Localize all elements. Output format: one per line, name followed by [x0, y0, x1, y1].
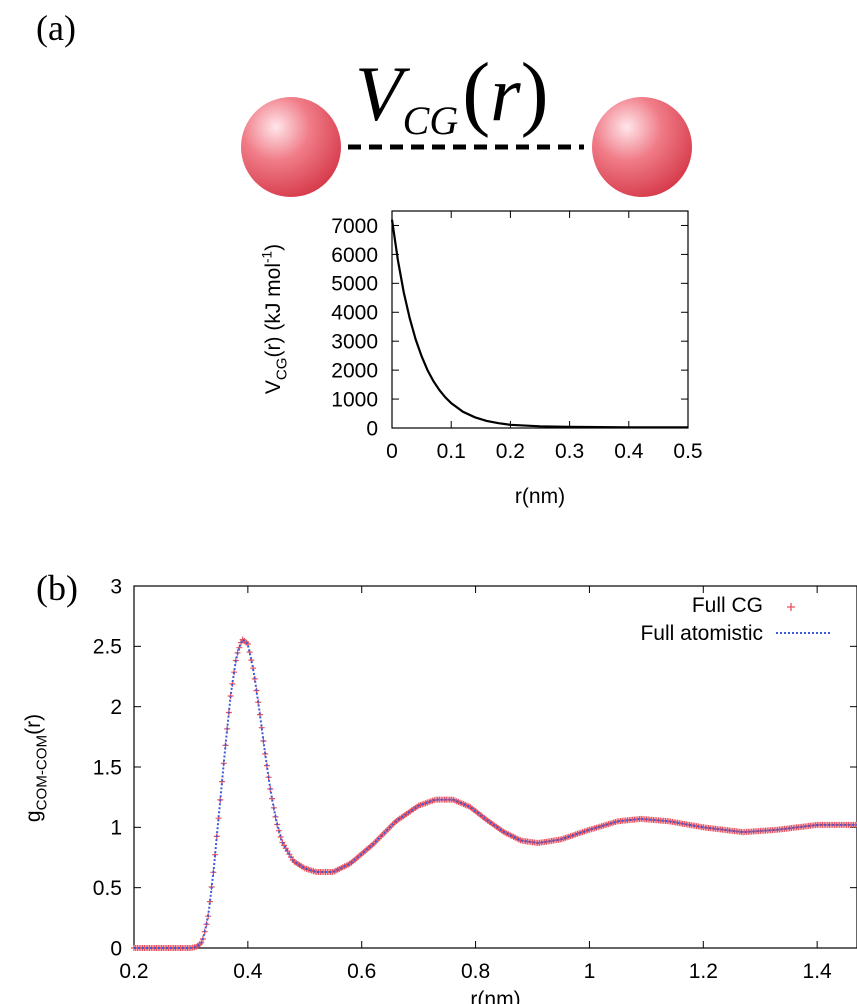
x-tick-label: 1.2 [689, 960, 718, 983]
y-tick-label: 0.5 [93, 877, 122, 900]
x-axis-label: r(nm) [470, 988, 520, 1004]
x-tick-label: 0.4 [614, 440, 644, 463]
x-tick-label: 1 [584, 960, 596, 983]
y-label-subscript: CG [273, 357, 290, 380]
y-tick-label: 2.5 [93, 636, 122, 659]
x-tick-label: 0.2 [119, 960, 148, 983]
rdf-plot: 0.2 0.4 0.6 0.8 1 1.2 1.4 0 0.5 1 1.5 2 2.5 3 r(nm) gCO… [22, 575, 857, 1004]
left-bead [241, 97, 341, 197]
y-tick-label: 3 [110, 575, 122, 598]
x-tick-label: 0.5 [673, 440, 702, 463]
x-tick-label: 0.3 [555, 440, 584, 463]
formula-main: V [355, 50, 411, 137]
x-tick-label: 0 [386, 440, 398, 463]
y-tick-label: 3000 [331, 331, 378, 354]
legend-marker-full-cg [787, 603, 795, 611]
y-tick-label: 1 [110, 817, 122, 840]
y-tick-label: 2000 [331, 359, 378, 382]
y-tick-label: 4000 [331, 302, 378, 325]
panel-b-label: (b) [36, 568, 78, 608]
y-tick-label: 5000 [331, 273, 378, 296]
x-tick-label: 1.4 [803, 960, 833, 983]
formula-close-paren: ) [521, 46, 549, 139]
full-atomistic-line [134, 638, 857, 949]
y-label-main: V [262, 380, 285, 394]
panel-a-label: (a) [36, 8, 76, 48]
y-label-rest: (r) (kJ mol [262, 263, 285, 357]
y-tick-label: 1000 [331, 388, 378, 411]
right-bead [592, 97, 692, 197]
potential-plot: 0 0.1 0.2 0.3 0.4 0.5 0 1000 2000 3000 4000 5000 600… [260, 210, 703, 508]
y-tick-label: 2 [110, 696, 122, 719]
legend-label-full-cg: Full CG [692, 594, 763, 617]
x-axis-label: r(nm) [515, 485, 565, 508]
x-tick-label: 0.6 [347, 960, 376, 983]
y-axis-label: VCG(r) (kJ mol-1) [260, 244, 291, 394]
cg-schematic: VCG(r) [241, 46, 692, 197]
full-cg-point [854, 821, 857, 828]
y-tick-label: 7000 [331, 215, 378, 238]
y-axis-label: gCOM-COM(r) [22, 714, 50, 822]
y-label-subscript: COM-COM [33, 735, 50, 811]
formula-arg: r [490, 50, 521, 137]
y-label-main: g [22, 810, 45, 822]
plot-frame [391, 210, 689, 429]
y-tick-label: 6000 [331, 244, 378, 267]
legend-label-full-atomistic: Full atomistic [640, 622, 763, 645]
formula-open-paren: ( [462, 46, 490, 139]
formula-subscript: CG [403, 98, 459, 143]
y-tick-label: 0 [366, 417, 378, 440]
y-label-end: ) [262, 244, 285, 251]
potential-formula: VCG(r) [355, 46, 549, 143]
x-tick-label: 0.1 [437, 440, 466, 463]
y-tick-label: 1.5 [93, 756, 122, 779]
y-label-superscript: -1 [260, 251, 275, 263]
y-tick-label: 0 [110, 937, 122, 960]
full-cg-markers [131, 636, 857, 951]
potential-curve [390, 219, 688, 429]
y-label-rest: (r) [22, 714, 45, 735]
x-tick-label: 0.8 [461, 960, 490, 983]
x-tick-label: 0.2 [496, 440, 525, 463]
x-tick-label: 0.4 [233, 960, 263, 983]
